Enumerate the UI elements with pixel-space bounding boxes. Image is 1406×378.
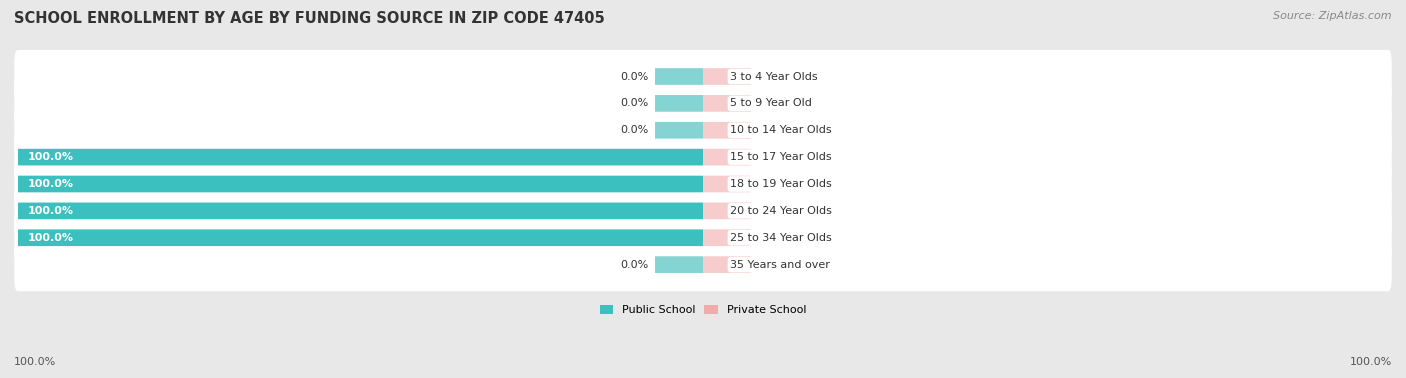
Text: 10 to 14 Year Olds: 10 to 14 Year Olds: [730, 125, 832, 135]
Text: 0.0%: 0.0%: [758, 125, 786, 135]
Text: 0.0%: 0.0%: [620, 260, 648, 270]
Text: 0.0%: 0.0%: [758, 260, 786, 270]
FancyBboxPatch shape: [14, 157, 1392, 211]
Text: Source: ZipAtlas.com: Source: ZipAtlas.com: [1274, 11, 1392, 21]
FancyBboxPatch shape: [14, 77, 1392, 130]
Text: 0.0%: 0.0%: [758, 152, 786, 162]
FancyBboxPatch shape: [18, 229, 703, 246]
FancyBboxPatch shape: [655, 256, 703, 273]
Text: 100.0%: 100.0%: [28, 233, 75, 243]
FancyBboxPatch shape: [14, 104, 1392, 157]
Text: 0.0%: 0.0%: [758, 179, 786, 189]
Text: 100.0%: 100.0%: [28, 206, 75, 216]
FancyBboxPatch shape: [703, 176, 751, 192]
Text: 100.0%: 100.0%: [28, 179, 75, 189]
Text: 100.0%: 100.0%: [1350, 357, 1392, 367]
Text: 5 to 9 Year Old: 5 to 9 Year Old: [730, 98, 813, 108]
FancyBboxPatch shape: [18, 149, 703, 166]
FancyBboxPatch shape: [655, 68, 703, 85]
Text: SCHOOL ENROLLMENT BY AGE BY FUNDING SOURCE IN ZIP CODE 47405: SCHOOL ENROLLMENT BY AGE BY FUNDING SOUR…: [14, 11, 605, 26]
FancyBboxPatch shape: [703, 229, 751, 246]
FancyBboxPatch shape: [703, 256, 751, 273]
FancyBboxPatch shape: [14, 50, 1392, 103]
Text: 0.0%: 0.0%: [758, 206, 786, 216]
FancyBboxPatch shape: [14, 130, 1392, 184]
FancyBboxPatch shape: [655, 95, 703, 112]
Text: 0.0%: 0.0%: [620, 71, 648, 82]
Text: 0.0%: 0.0%: [758, 98, 786, 108]
FancyBboxPatch shape: [703, 203, 751, 219]
FancyBboxPatch shape: [18, 176, 703, 192]
Text: 100.0%: 100.0%: [28, 152, 75, 162]
Text: 25 to 34 Year Olds: 25 to 34 Year Olds: [730, 233, 832, 243]
Text: 35 Years and over: 35 Years and over: [730, 260, 831, 270]
FancyBboxPatch shape: [703, 149, 751, 166]
Text: 3 to 4 Year Olds: 3 to 4 Year Olds: [730, 71, 818, 82]
FancyBboxPatch shape: [703, 122, 751, 139]
Text: 0.0%: 0.0%: [620, 125, 648, 135]
Legend: Public School, Private School: Public School, Private School: [595, 301, 811, 320]
Text: 0.0%: 0.0%: [758, 233, 786, 243]
Text: 0.0%: 0.0%: [758, 71, 786, 82]
FancyBboxPatch shape: [18, 203, 703, 219]
FancyBboxPatch shape: [14, 211, 1392, 264]
Text: 100.0%: 100.0%: [14, 357, 56, 367]
FancyBboxPatch shape: [14, 184, 1392, 237]
FancyBboxPatch shape: [703, 68, 751, 85]
Text: 20 to 24 Year Olds: 20 to 24 Year Olds: [730, 206, 832, 216]
Text: 0.0%: 0.0%: [620, 98, 648, 108]
Text: 15 to 17 Year Olds: 15 to 17 Year Olds: [730, 152, 832, 162]
Text: 18 to 19 Year Olds: 18 to 19 Year Olds: [730, 179, 832, 189]
FancyBboxPatch shape: [14, 238, 1392, 291]
FancyBboxPatch shape: [703, 95, 751, 112]
FancyBboxPatch shape: [655, 122, 703, 139]
